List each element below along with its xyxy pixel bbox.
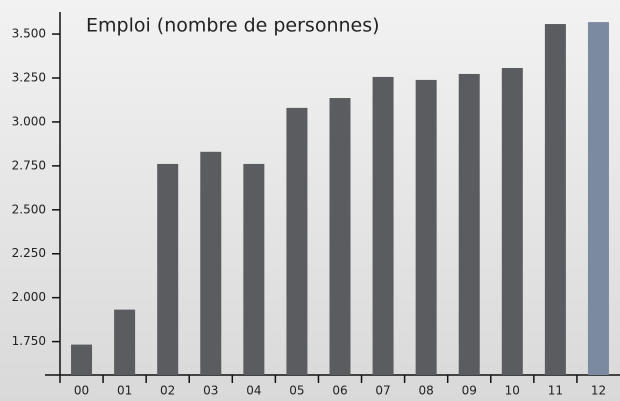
bar bbox=[329, 98, 351, 376]
bar bbox=[544, 24, 566, 375]
y-tick-label: 2.750 bbox=[12, 158, 46, 172]
x-tick-label: 11 bbox=[548, 384, 563, 398]
bar bbox=[200, 151, 222, 375]
y-tick-label: 2.500 bbox=[12, 202, 46, 216]
x-tick-label: 04 bbox=[246, 384, 261, 398]
bar bbox=[71, 344, 93, 375]
x-tick-label: 00 bbox=[74, 384, 89, 398]
bar bbox=[157, 163, 179, 375]
y-tick-label: 3.500 bbox=[12, 27, 46, 41]
y-tick-label: 3.250 bbox=[12, 70, 46, 84]
bar bbox=[114, 309, 136, 375]
x-tick-label: 09 bbox=[462, 384, 477, 398]
bar bbox=[501, 67, 523, 375]
x-tick-label: 01 bbox=[117, 384, 132, 398]
bar bbox=[243, 163, 265, 375]
x-tick-label: 02 bbox=[160, 384, 175, 398]
bar bbox=[286, 107, 308, 376]
bar bbox=[587, 22, 609, 375]
x-tick-label: 07 bbox=[375, 384, 390, 398]
x-tick-label: 12 bbox=[591, 384, 606, 398]
x-tick-label: 03 bbox=[203, 384, 218, 398]
y-tick-label: 2.000 bbox=[12, 290, 46, 304]
y-tick-label: 2.250 bbox=[12, 246, 46, 260]
x-tick-label: 10 bbox=[505, 384, 520, 398]
chart-title: Emploi (nombre de personnes) bbox=[86, 15, 380, 37]
y-tick-label: 3.000 bbox=[12, 114, 46, 128]
bar bbox=[372, 76, 394, 375]
x-tick-label: 08 bbox=[419, 384, 434, 398]
x-tick-label: 05 bbox=[289, 384, 304, 398]
bar bbox=[458, 73, 480, 375]
y-tick-label: 1.750 bbox=[12, 334, 46, 348]
bar bbox=[415, 79, 437, 375]
x-tick-label: 06 bbox=[332, 384, 347, 398]
